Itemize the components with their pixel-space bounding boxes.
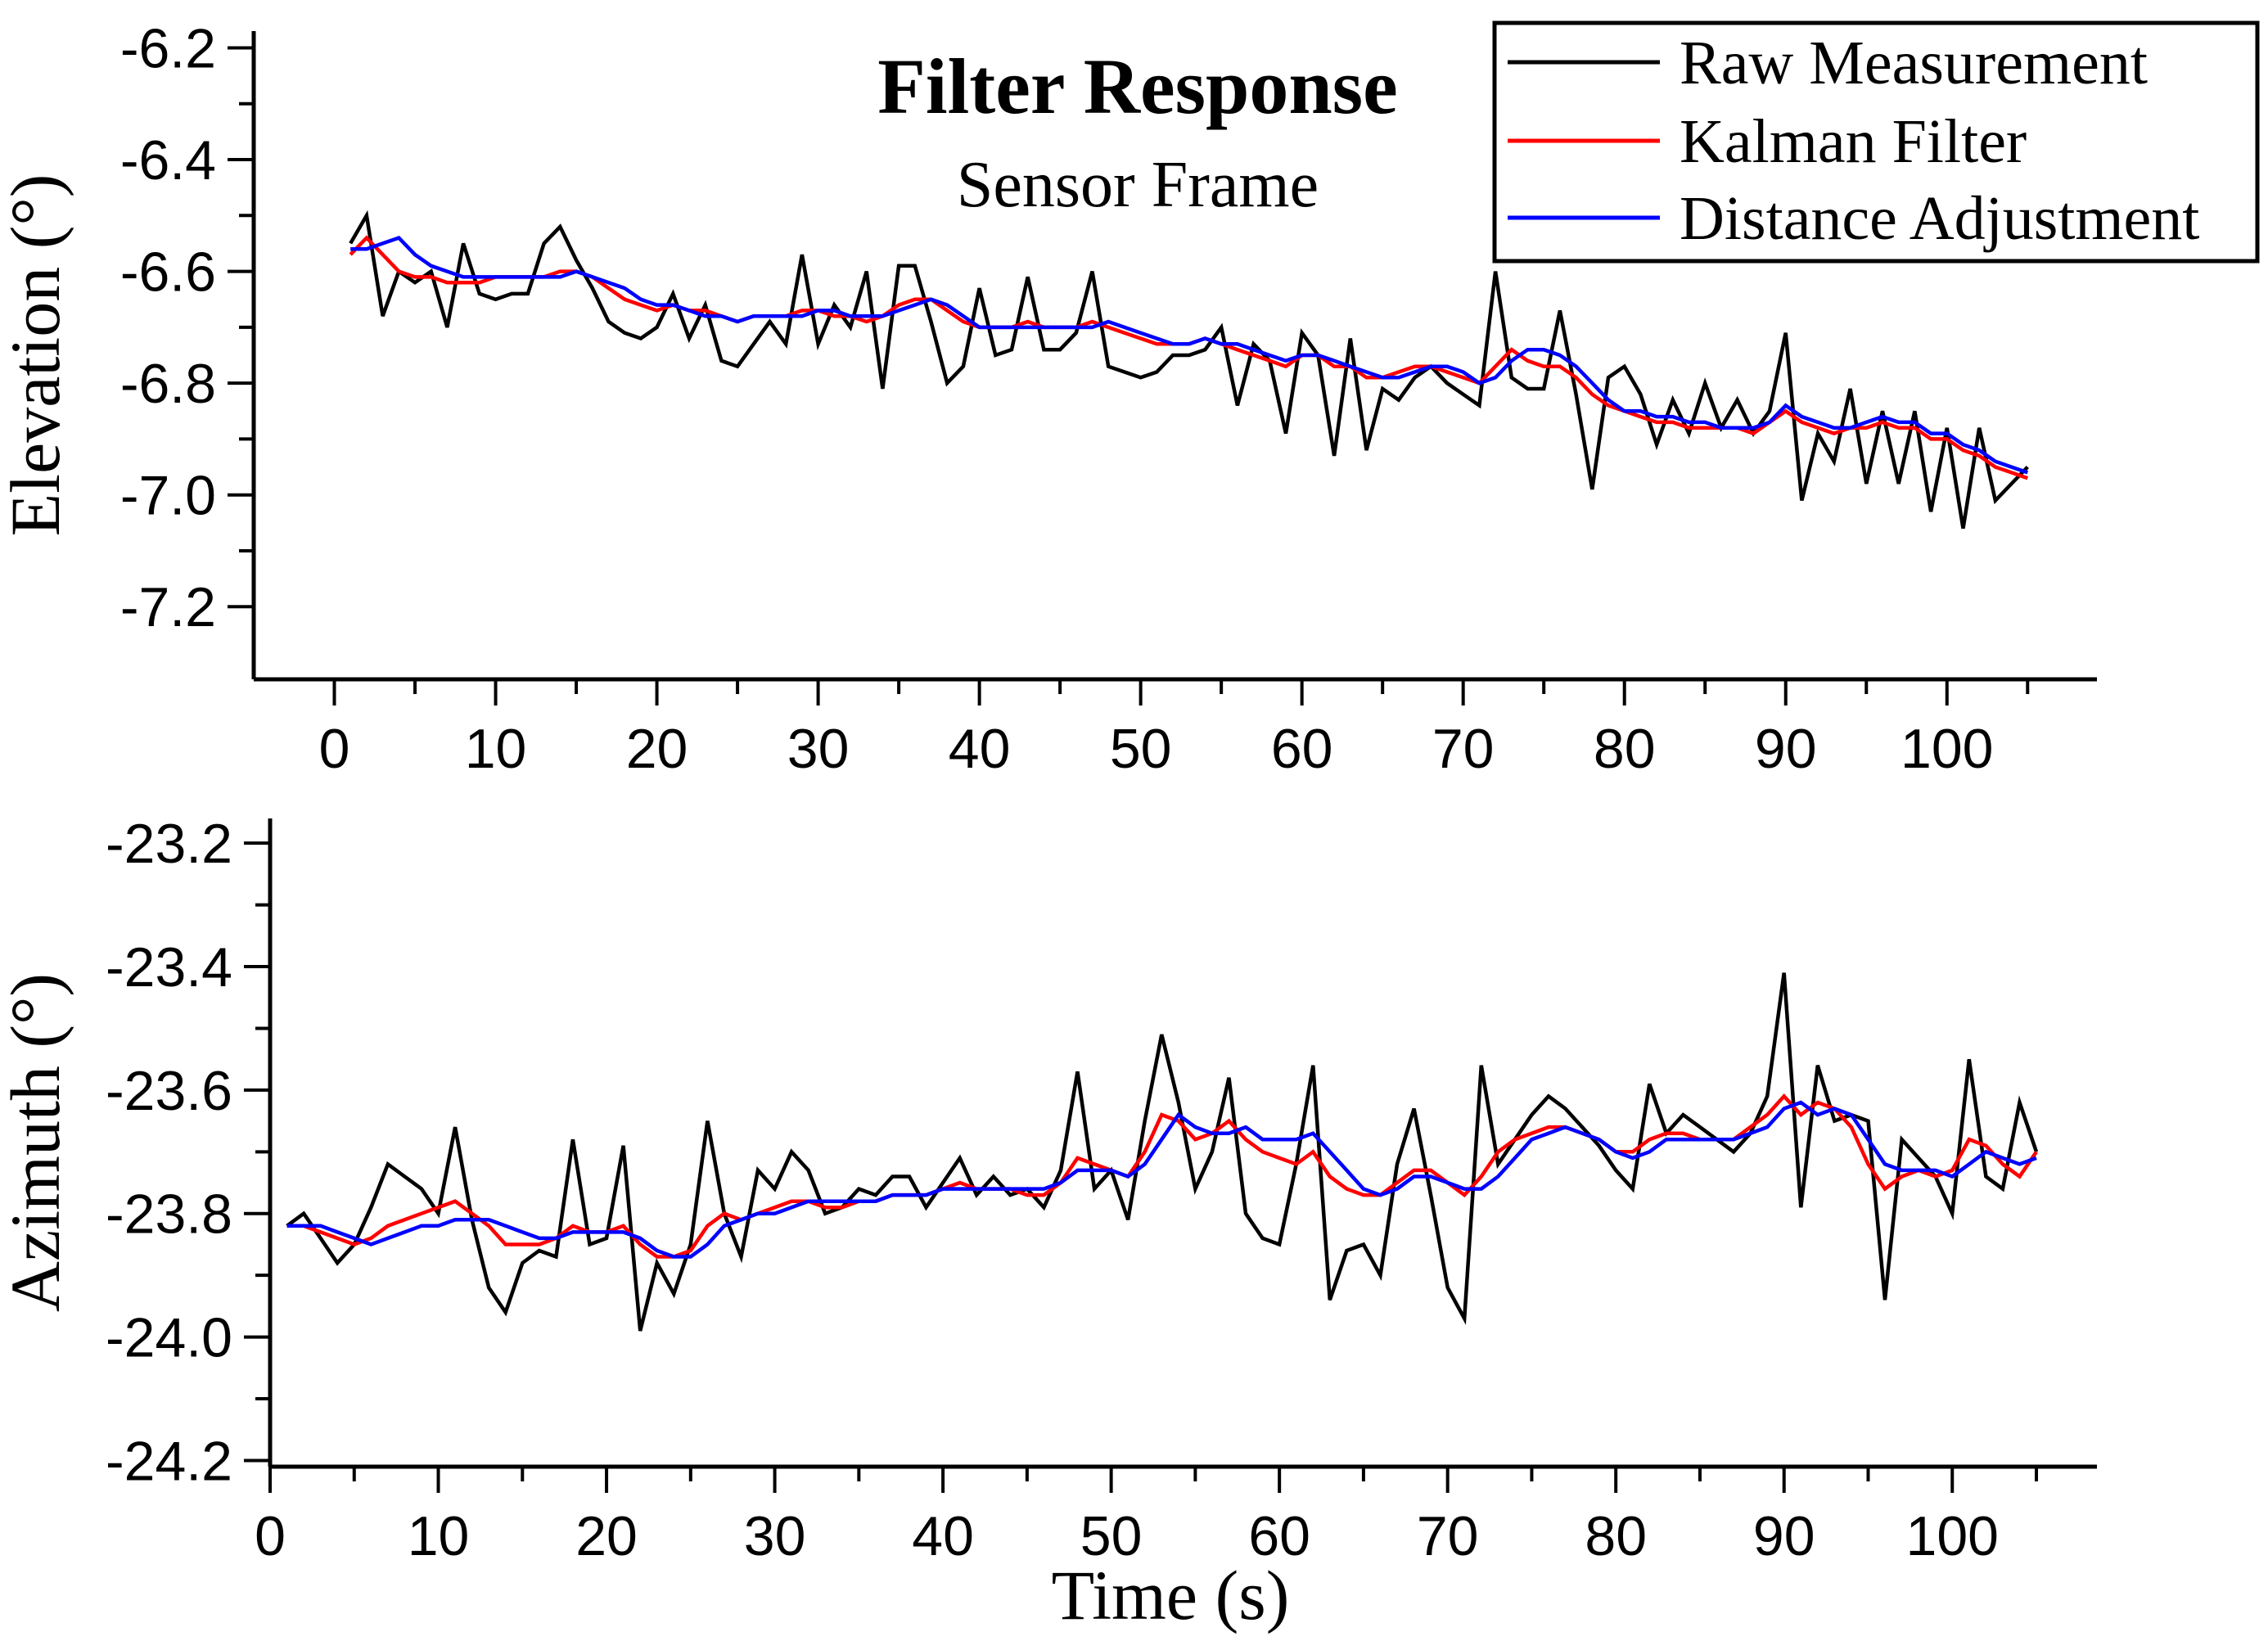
y-tick-label: -6.8 [120, 353, 216, 415]
series-line-raw-measurement [286, 972, 2039, 1332]
y-tick-label: -23.6 [106, 1060, 232, 1122]
legend-label-distance: Distance Adjustment [1680, 184, 2199, 253]
x-tick-label: 0 [319, 718, 350, 780]
x-tick-label: 30 [744, 1505, 806, 1567]
x-axis-title-time: Time (s) [1052, 1556, 1290, 1634]
y-tick-label: -23.2 [106, 813, 232, 875]
series-line-distance-adjustment [286, 1100, 2037, 1259]
legend: Raw Measurement Kalman Filter Distance A… [1492, 20, 2260, 264]
x-tick-label: 80 [1585, 1505, 1647, 1567]
x-tick-label: 100 [1906, 1505, 1999, 1567]
y-tick-label: -23.8 [106, 1183, 232, 1246]
legend-label-raw: Raw Measurement [1680, 29, 2148, 97]
x-tick-label: 90 [1755, 718, 1817, 780]
y-tick-label: -6.2 [120, 17, 216, 79]
plot-azimuth: 0 10 20 30 40 50 60 70 80 90 100 -23.2 -23.4 -23.6 -23… [106, 813, 2097, 1567]
y-tick-label: -23.4 [106, 936, 232, 999]
y-tick-label: -24.2 [106, 1430, 232, 1492]
series-line-kalman-filter [286, 1093, 2038, 1259]
x-tick-label: 10 [408, 1505, 470, 1567]
series-line-distance-adjustment [350, 236, 2029, 475]
y-axis-title-elevation: Elevation (°) [0, 174, 74, 537]
x-tick-label: 90 [1753, 1505, 1815, 1567]
series-line-raw-measurement [349, 210, 2029, 530]
plot-elevation: 0 10 20 30 40 50 60 70 80 90 100 -6.2 -6.4 -6.6 -6.8 -7… [120, 17, 2097, 780]
y-axis-title-azimuth: Azimuth (°) [0, 973, 74, 1312]
x-tick-label: 60 [1271, 718, 1333, 780]
series-line-kalman-filter [349, 235, 2029, 480]
y-tick-label: -7.2 [120, 576, 216, 638]
x-tick-label: 20 [626, 718, 688, 780]
x-tick-label: 0 [255, 1505, 286, 1567]
x-tick-label: 50 [1080, 1505, 1143, 1567]
x-tick-label: 70 [1432, 718, 1495, 780]
x-tick-label: 30 [787, 718, 850, 780]
x-tick-label: 10 [465, 718, 527, 780]
x-tick-label: 40 [912, 1505, 974, 1567]
y-tick-label: -6.6 [120, 241, 216, 304]
chart-title: Filter Response [877, 43, 1397, 130]
y-tick-label: -6.4 [120, 129, 216, 192]
x-tick-label: 80 [1594, 718, 1656, 780]
legend-label-kalman: Kalman Filter [1680, 107, 2027, 176]
x-tick-label: 50 [1110, 718, 1172, 780]
x-tick-label: 20 [575, 1505, 638, 1567]
y-tick-label: -24.0 [106, 1307, 232, 1369]
y-tick-label: -7.0 [120, 465, 216, 527]
x-tick-label: 70 [1417, 1505, 1479, 1567]
x-tick-label: 40 [949, 718, 1011, 780]
x-tick-label: 60 [1248, 1505, 1310, 1567]
chart-subtitle: Sensor Frame [957, 149, 1319, 221]
x-tick-label: 100 [1901, 718, 1993, 780]
